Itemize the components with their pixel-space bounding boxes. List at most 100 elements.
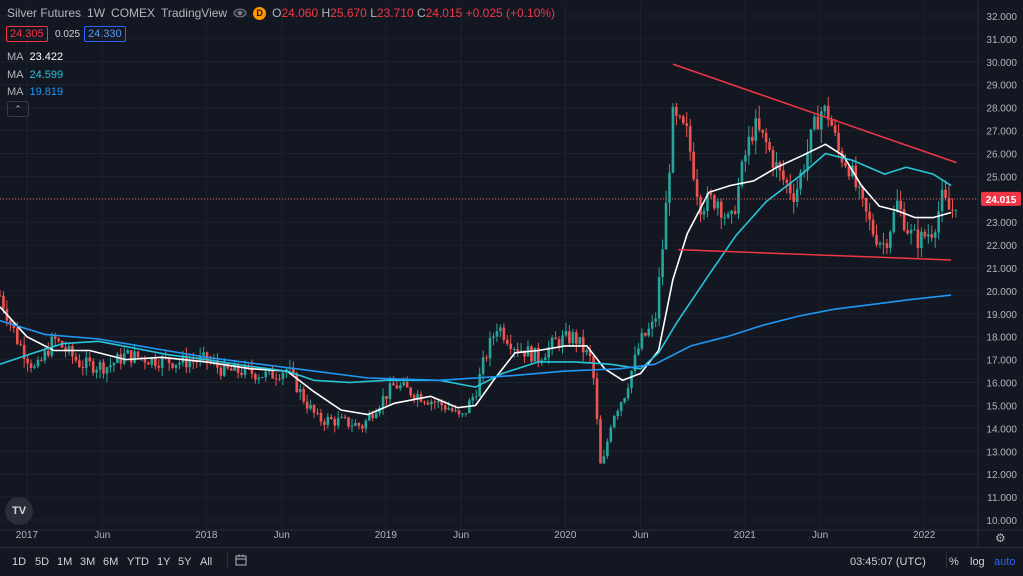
candle-body [875,234,878,245]
candle-body [706,193,709,212]
candle-body [509,343,513,350]
y-tick-label: 25.000 [986,172,1017,183]
candle-body [671,106,675,173]
moving-average-line-2 [0,152,952,388]
y-tick-label: 16.000 [986,379,1017,390]
price-chart[interactable]: 32.000 31.000 30.000 29.000 28.000 27.000 26.0… [0,0,1023,547]
candle-body [868,211,871,220]
candle-body [78,360,81,367]
candle-body [813,116,816,130]
candle-body [316,412,319,414]
candle-body [43,350,47,361]
range-all[interactable]: All [200,556,213,568]
candle-body [19,343,23,345]
candle-body [378,407,381,414]
ma-legend-1[interactable]: MA 23.422 [7,51,63,63]
candle-body [740,161,744,186]
symbol-name[interactable]: Silver Futures [7,6,82,20]
range-5y[interactable]: 5Y [178,556,192,568]
candle-body [450,408,454,411]
candle-body [133,351,136,363]
range-ytd[interactable]: YTD [127,556,149,568]
candle-body [757,118,761,130]
candle-body [847,166,851,177]
calendar-icon[interactable] [235,554,247,566]
close-value: 24.015 [425,6,463,20]
auto-scale-toggle[interactable]: auto [994,556,1016,568]
candle-body [920,231,923,248]
candle-body [654,318,657,322]
candle-body [564,331,568,336]
candle-body [792,193,796,203]
candle-body [174,364,178,368]
candle-body [554,337,557,340]
candle-body [833,125,837,133]
source-label: TradingView [161,6,228,20]
candle-body [485,357,488,359]
candle-body [423,401,426,403]
candle-body [298,389,302,393]
candle-body [785,179,789,183]
candle-body [533,347,537,362]
buy-price-button[interactable]: 24.330 [84,26,126,42]
candle-body [606,441,609,457]
candle-body [305,401,309,409]
candle-body [685,123,689,127]
candle-body [64,347,67,352]
range-1y[interactable]: 1Y [157,556,171,568]
candle-body [233,364,236,371]
ma-legend-2[interactable]: MA 24.599 [7,69,63,81]
clock-display[interactable]: 03:45:07 (UTC) [850,556,926,568]
sell-price-button[interactable]: 24.305 [6,26,48,42]
candle-body [512,349,516,351]
candle-body [951,209,954,211]
x-tick-label: 2017 [16,530,39,541]
y-tick-label: 19.000 [986,310,1017,321]
bottom-toolbar [0,547,1023,576]
y-tick-label: 14.000 [986,424,1017,435]
percent-scale-toggle[interactable]: % [949,556,959,568]
candle-body [178,362,181,365]
candle-body [609,427,613,442]
range-6m[interactable]: 6M [103,556,119,568]
y-tick-label: 17.000 [986,356,1017,367]
candle-body [550,337,554,348]
range-3m[interactable]: 3M [80,556,96,568]
range-1d[interactable]: 1D [12,556,27,568]
eye-icon[interactable] [233,7,247,19]
candle-body [105,367,109,374]
ma-label: MA [7,86,24,98]
range-5d[interactable]: 5D [35,556,50,568]
range-1m[interactable]: 1M [57,556,73,568]
candle-body [695,179,699,197]
candle-body [336,417,340,426]
candle-body [516,349,519,352]
candle-body [916,229,920,248]
candle-body [713,195,716,209]
market-status-badge: D [253,6,267,20]
candle-body [744,155,747,162]
candle-body [519,350,523,352]
divider [227,551,228,569]
candle-body [229,368,233,371]
gear-icon[interactable]: ⚙ [995,531,1006,545]
log-scale-toggle[interactable]: log [970,556,985,568]
candle-body [385,395,388,400]
y-tick-label: 32.000 [986,12,1017,23]
x-tick-label: Jun [94,530,110,541]
candle-body [523,350,526,357]
candle-body [913,229,916,231]
candle-body [109,365,112,368]
candle-body [240,372,243,376]
candle-body [771,150,775,168]
ma-value: 24.599 [29,69,64,81]
x-tick-label: 2019 [375,530,398,541]
tradingview-logo[interactable]: TV [5,497,33,525]
candle-body [219,367,223,376]
candle-body [578,337,582,344]
ma-legend-3[interactable]: MA 19.819 [7,86,63,98]
candle-body [895,200,899,212]
candle-body [668,172,671,203]
chevron-up-icon[interactable]: ⌃ [7,101,29,117]
candle-body [343,416,347,418]
